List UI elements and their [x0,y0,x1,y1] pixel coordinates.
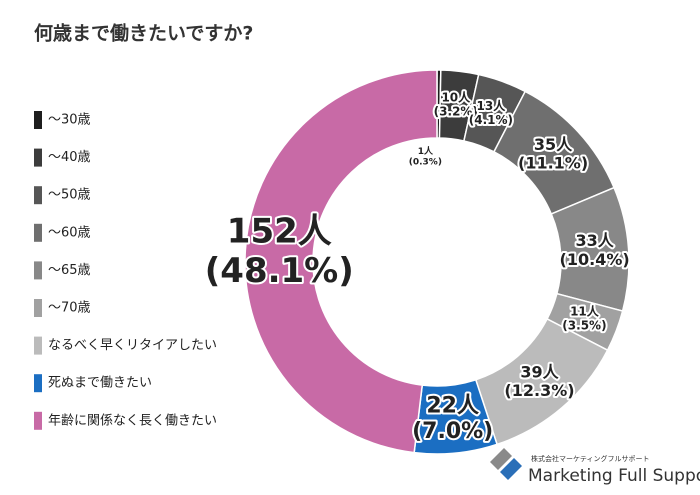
logo-shape [490,448,512,470]
data-label: (3.2%) [434,105,478,119]
data-label: (7.0%) [412,419,493,444]
legend-swatch [34,223,42,242]
legend-label: なるべく早くリタイアしたい [48,338,217,353]
legend-label: 死ぬまで働きたい [48,376,152,391]
legend-swatch [34,411,42,430]
data-label: (0.3%) [409,157,442,167]
data-label: (48.1%) [205,251,354,291]
legend-swatch [34,261,42,280]
legend-label: 年齢に関係なく長く働きたい [48,413,217,428]
brand-company: 株式会社マーケティングフルサポート [531,454,649,463]
brand-name: Marketing Full Support [528,466,700,486]
legend-label: ～60歳 [48,225,91,240]
data-label: 10人 [441,90,471,105]
data-label: 35人 [534,135,573,154]
legend-label: ～70歳 [48,301,91,316]
legend-label: ～30歳 [48,113,91,128]
data-label: 39人 [520,362,559,381]
legend-label: ～50歳 [48,188,91,203]
data-label: (10.4%) [560,250,630,269]
data-label: 152人 [227,211,332,251]
legend-swatch [34,111,42,129]
data-label: 1人 [418,145,434,157]
legend-swatch [34,186,42,205]
legend-swatch [34,148,42,167]
legend-label: ～40歳 [48,150,91,165]
data-label: (11.1%) [518,154,588,173]
data-label: 13人 [477,98,507,113]
data-label: 11人 [570,303,600,318]
data-label: 22人 [426,393,479,418]
logo-shape [500,458,522,480]
legend-swatch [34,374,42,393]
legend-swatch [34,336,42,355]
brand-logo [490,448,522,480]
data-label: (4.1%) [469,113,513,127]
chart-title: 何歳まで働きたいですか? [34,22,253,45]
data-label: (3.5%) [562,318,606,332]
data-label: (12.3%) [504,381,574,400]
legend-swatch [34,299,42,317]
data-label: 33人 [575,231,614,250]
legend-label: ～65歳 [48,263,91,278]
donut-slice [244,69,438,454]
